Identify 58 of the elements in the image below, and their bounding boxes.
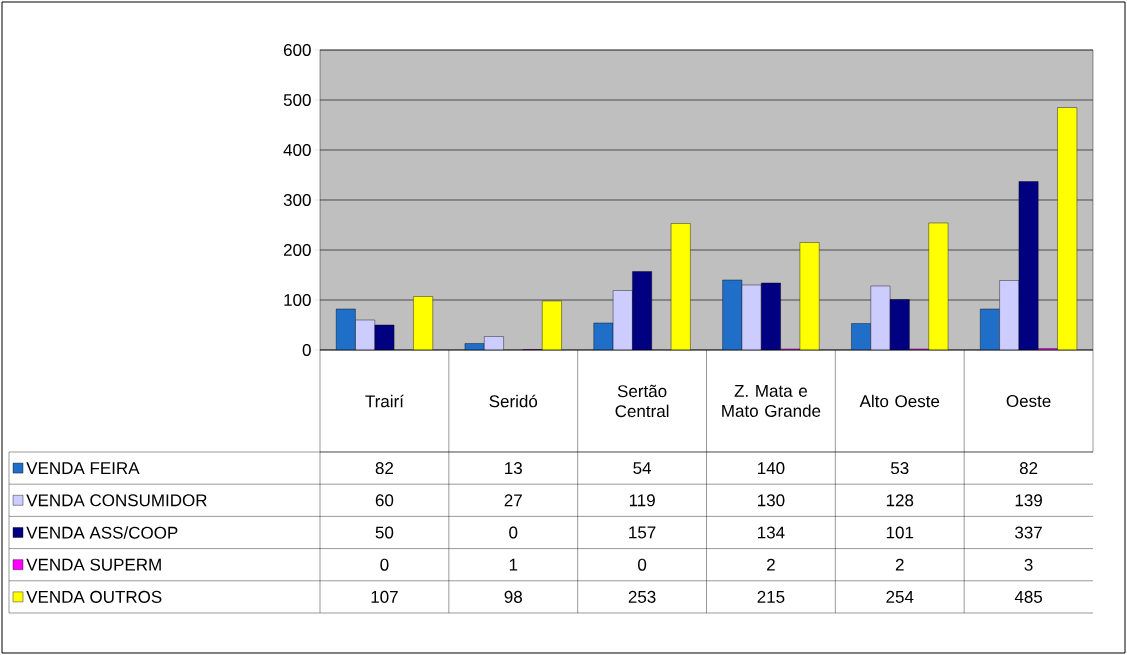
y-tick-label: 600: [283, 43, 311, 57]
data-label: 337: [1015, 526, 1042, 539]
data-label: 3: [1024, 558, 1033, 571]
y-tick-label: 500: [283, 93, 311, 107]
y-tick-label: 300: [283, 193, 311, 207]
data-label: 54: [633, 462, 652, 475]
data-label: 134: [758, 526, 785, 539]
x-tick-label: Z. Mata e Mato Grande: [722, 385, 821, 417]
data-label: 0: [509, 526, 518, 539]
data-label: 485: [1014, 590, 1043, 603]
data-label: 82: [375, 462, 394, 475]
bar: [413, 296, 433, 350]
bar: [722, 279, 743, 350]
data-label: 101: [886, 526, 914, 539]
bar: [999, 280, 1020, 350]
data-label: 1: [509, 558, 518, 571]
bar: [741, 284, 762, 350]
data-label: 2: [895, 558, 904, 571]
data-label: 2: [767, 558, 775, 571]
data-label: 82: [1019, 462, 1038, 475]
y-tick-label: 400: [283, 143, 311, 157]
x-tick-label: Sertão Central: [615, 384, 669, 418]
data-label: 253: [628, 590, 656, 603]
x-tick-label: Seridó: [489, 394, 538, 408]
data-label: 130: [758, 494, 785, 507]
data-label: 215: [757, 590, 785, 603]
legend-label: VENDA SUPERM: [26, 558, 161, 571]
bar: [928, 222, 949, 350]
data-label: 50: [375, 526, 394, 539]
y-tick-label: 0: [302, 343, 311, 357]
bar: [670, 223, 691, 350]
data-label: 0: [638, 558, 647, 571]
legend-label: VENDA ASS/COOP: [26, 526, 178, 539]
data-label: 140: [758, 462, 785, 475]
x-tick-label: Oeste: [1006, 394, 1051, 408]
data-label: 128: [886, 494, 914, 507]
data-label: 0: [380, 558, 389, 571]
y-tick-label: 200: [283, 243, 311, 257]
data-label: 98: [504, 590, 522, 603]
data-label: 53: [890, 462, 909, 475]
legend-label: VENDA CONSUMIDOR: [26, 494, 207, 507]
bar: [1057, 107, 1078, 350]
bar: [612, 290, 633, 350]
data-label: 157: [629, 526, 656, 539]
legend-label: VENDA OUTROS: [26, 590, 162, 603]
data-label: 139: [1015, 494, 1042, 507]
data-label: 254: [886, 590, 914, 603]
data-label: 13: [505, 462, 522, 475]
y-tick-label: 100: [284, 293, 311, 307]
data-label: 60: [375, 494, 394, 507]
bar: [870, 285, 891, 350]
data-label: 27: [504, 494, 522, 507]
data-label: 119: [629, 494, 655, 507]
x-tick-label: Trairí: [365, 394, 404, 408]
legend-label: VENDA FEIRA: [26, 462, 140, 474]
data-label: 107: [371, 590, 398, 603]
x-tick-label: Alto Oeste: [859, 394, 940, 408]
bar: [799, 242, 820, 350]
